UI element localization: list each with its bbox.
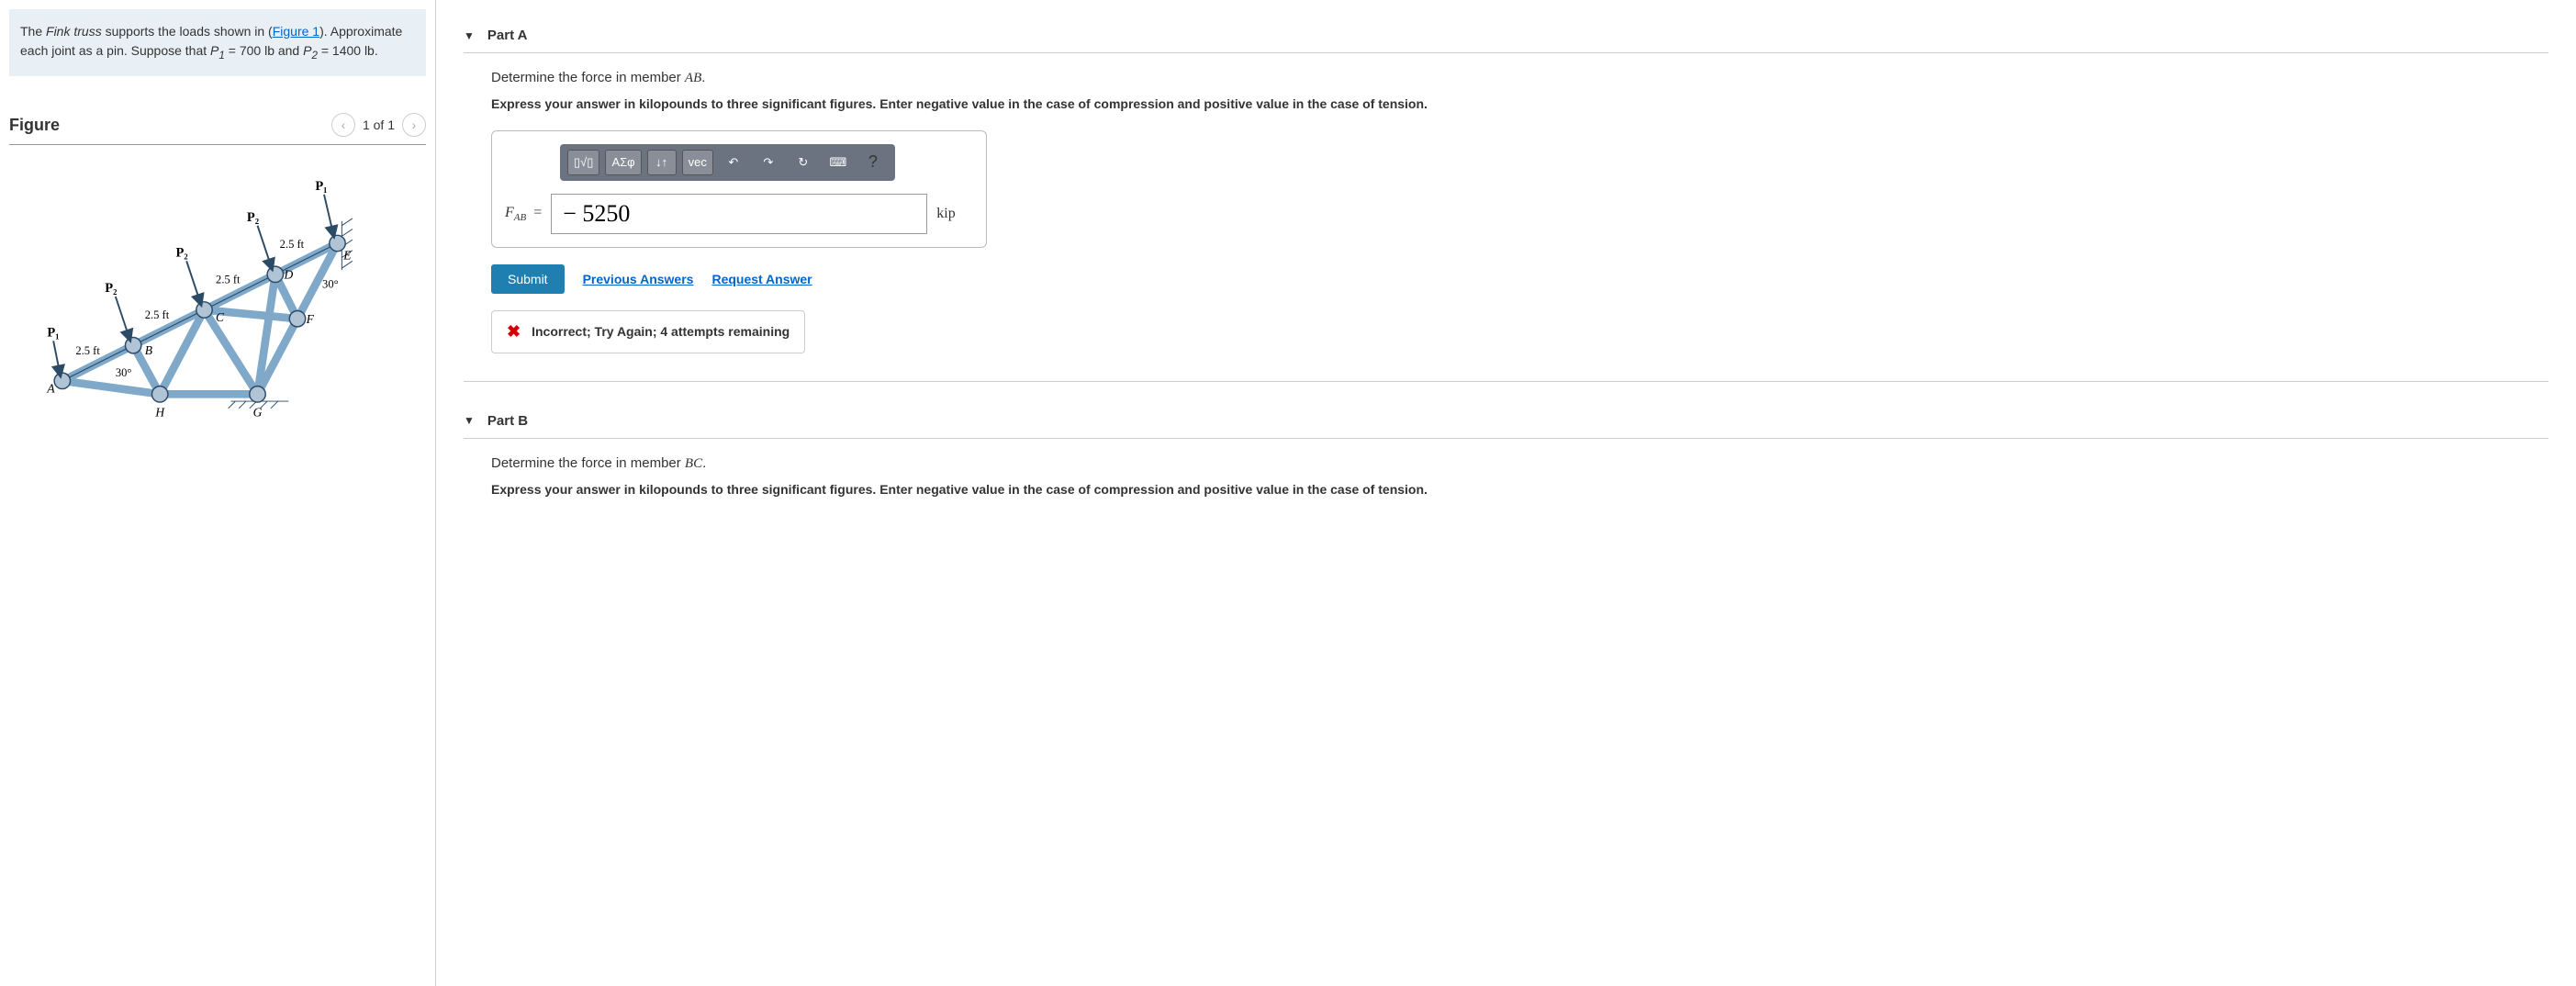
answer-input[interactable] [551,194,927,234]
template-tool-button[interactable]: ▯√▯ [567,150,599,175]
greek-tool-button[interactable]: ΑΣφ [605,150,641,175]
left-panel: The Fink truss supports the loads shown … [0,0,436,986]
feedback-text: Incorrect; Try Again; 4 attempts remaini… [532,324,790,339]
answer-unit: kip [936,206,955,222]
truss-diagram: P₁ P₂ P₂ P₂ P₁ 2.5 ft 2.5 ft 2.5 ft 2.5 … [9,163,426,430]
svg-text:30°: 30° [116,366,132,379]
figure-nav: ‹ 1 of 1 › [331,113,426,137]
equation-toolbar: ▯√▯ ΑΣφ ↓↑ vec ↶ ↷ ↻ ⌨ ? [560,144,895,181]
var-p2: P2 [303,43,318,58]
answer-box: ▯√▯ ΑΣφ ↓↑ vec ↶ ↷ ↻ ⌨ ? FAB = kip [491,130,987,248]
figure-counter: 1 of 1 [363,118,395,132]
part-b-header[interactable]: ▼ Part B [464,404,2548,439]
svg-text:30°: 30° [322,278,339,291]
right-panel: ▼ Part A Determine the force in member A… [436,0,2576,986]
problem-statement: The Fink truss supports the loads shown … [9,9,426,76]
svg-text:G: G [253,406,263,420]
part-b-instructions: Express your answer in kilopounds to thr… [491,481,2548,499]
italic-term: Fink truss [46,24,102,39]
submit-button[interactable]: Submit [491,264,565,294]
text: = 1400 lb. [318,43,378,58]
undo-button[interactable]: ↶ [719,150,748,175]
svg-text:P₂: P₂ [247,210,259,225]
subscript-tool-button[interactable]: ↓↑ [647,150,677,175]
reset-button[interactable]: ↻ [789,150,818,175]
help-button[interactable]: ? [858,150,888,175]
caret-down-icon: ▼ [464,414,475,427]
answer-row: FAB = kip [505,194,973,234]
previous-answers-link[interactable]: Previous Answers [583,272,694,286]
svg-text:F: F [306,312,315,326]
svg-text:E: E [342,249,352,263]
part-b-section: ▼ Part B Determine the force in member B… [464,404,2548,499]
vector-tool-button[interactable]: vec [682,150,713,175]
request-answer-link[interactable]: Request Answer [711,272,812,286]
svg-text:C: C [216,310,225,324]
section-divider [464,381,2548,382]
svg-text:2.5 ft: 2.5 ft [145,308,170,321]
svg-text:D: D [284,268,294,282]
answer-variable-label: FAB = [505,205,542,223]
svg-text:P₁: P₁ [315,179,327,194]
feedback-box: ✖ Incorrect; Try Again; 4 attempts remai… [491,310,805,353]
part-b-prompt: Determine the force in member BC. [491,455,2548,472]
text: The [20,24,46,39]
figure-prev-button[interactable]: ‹ [331,113,355,137]
part-a-body: Determine the force in member AB. Expres… [464,53,2548,353]
part-a-title: Part A [487,28,528,43]
action-row: Submit Previous Answers Request Answer [491,264,2548,294]
svg-text:2.5 ft: 2.5 ft [216,274,241,286]
figure-title: Figure [9,116,60,135]
svg-text:A: A [46,382,55,396]
part-b-body: Determine the force in member BC. Expres… [464,439,2548,499]
redo-button[interactable]: ↷ [754,150,783,175]
figure-link[interactable]: Figure 1 [273,24,319,39]
svg-text:2.5 ft: 2.5 ft [75,344,100,357]
figure-header: Figure ‹ 1 of 1 › [9,113,426,145]
svg-text:2.5 ft: 2.5 ft [280,238,305,251]
svg-text:H: H [154,406,165,420]
svg-text:B: B [145,343,152,357]
keyboard-button[interactable]: ⌨ [823,150,853,175]
var-p1: P1 [210,43,225,58]
text: = 700 lb and [225,43,303,58]
svg-text:P₂: P₂ [176,246,188,261]
part-a-header[interactable]: ▼ Part A [464,18,2548,53]
part-b-title: Part B [487,413,528,429]
caret-down-icon: ▼ [464,29,475,42]
figure-image: P₁ P₂ P₂ P₂ P₁ 2.5 ft 2.5 ft 2.5 ft 2.5 … [9,163,426,430]
svg-text:P₁: P₁ [47,326,59,341]
part-a-instructions: Express your answer in kilopounds to thr… [491,95,2548,114]
incorrect-icon: ✖ [507,322,521,342]
part-a-prompt: Determine the force in member AB. [491,70,2548,86]
figure-next-button[interactable]: › [402,113,426,137]
svg-text:P₂: P₂ [105,281,117,296]
text: supports the loads shown in ( [102,24,273,39]
part-a-section: ▼ Part A Determine the force in member A… [464,18,2548,353]
